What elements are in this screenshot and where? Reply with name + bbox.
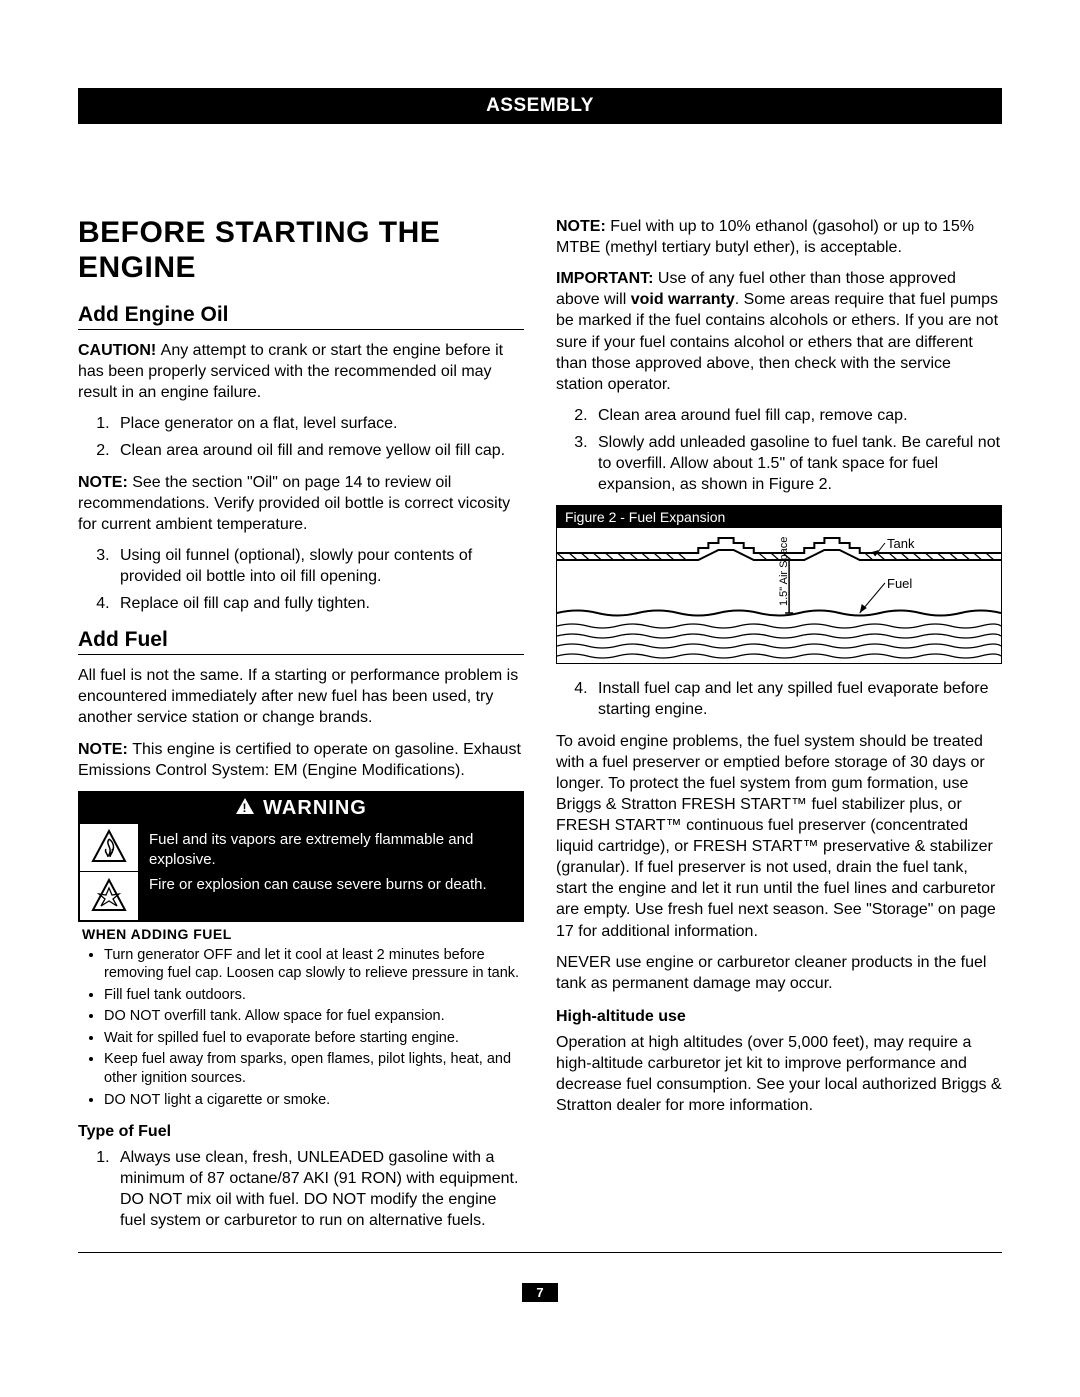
warning-body: Fuel and its vapors are extremely flamma… (80, 824, 522, 920)
when-adding-heading: WHEN ADDING FUEL (82, 926, 524, 942)
fuel-label: Fuel (887, 576, 912, 591)
explosion-icon (80, 872, 138, 920)
fuel-note: NOTE: This engine is certified to operat… (78, 739, 524, 781)
fuel-step-2: Clean area around fuel fill cap, remove … (592, 405, 1002, 426)
type-of-fuel-list: Always use clean, fresh, UNLEADED gasoli… (78, 1147, 524, 1231)
page-title: BEFORE STARTING THE ENGINE (78, 216, 524, 285)
caution-label: CAUTION! (78, 342, 161, 359)
warning-line-2: Fire or explosion can cause severe burns… (149, 875, 512, 895)
oil-steps-1-2: Place generator on a flat, level surface… (78, 413, 524, 461)
type-of-fuel-1: Always use clean, fresh, UNLEADED gasoli… (114, 1147, 524, 1231)
when-adding-5: Keep fuel away from sparks, open flames,… (104, 1050, 524, 1087)
fuel-step-4-list: Install fuel cap and let any spilled fue… (556, 678, 1002, 720)
caution-paragraph: CAUTION! Any attempt to crank or start t… (78, 340, 524, 403)
type-of-fuel-heading: Type of Fuel (78, 1123, 524, 1141)
heading-add-fuel: Add Fuel (78, 628, 524, 655)
never-paragraph: NEVER use engine or carburetor cleaner p… (556, 952, 1002, 994)
important-paragraph: IMPORTANT: Use of any fuel other than th… (556, 268, 1002, 395)
two-column-layout: BEFORE STARTING THE ENGINE Add Engine Oi… (78, 216, 1002, 1242)
fuel-step-4: Install fuel cap and let any spilled fue… (592, 678, 1002, 720)
warning-triangle-icon: ! (235, 797, 255, 820)
note-label: NOTE: (78, 741, 132, 758)
warning-line-1: Fuel and its vapors are extremely flamma… (149, 830, 512, 870)
svg-text:!: ! (243, 801, 248, 815)
air-space-label: 1.5" Air Space (778, 537, 790, 606)
oil-steps-3-4: Using oil funnel (optional), slowly pour… (78, 545, 524, 614)
when-adding-1: Turn generator OFF and let it cool at le… (104, 946, 524, 983)
right-column: NOTE: Fuel with up to 10% ethanol (gasoh… (556, 216, 1002, 1242)
fuel-steps-2-3: Clean area around fuel fill cap, remove … (556, 405, 1002, 495)
oil-step-4: Replace oil fill cap and fully tighten. (114, 593, 524, 614)
oil-note: NOTE: See the section "Oil" on page 14 t… (78, 472, 524, 535)
warning-title: WARNING (263, 797, 367, 820)
important-label: IMPORTANT: (556, 270, 658, 287)
figure-2: Figure 2 - Fuel Expansion (556, 505, 1002, 664)
left-column: BEFORE STARTING THE ENGINE Add Engine Oi… (78, 216, 524, 1242)
tank-label: Tank (887, 536, 914, 551)
ethanol-note-text: Fuel with up to 10% ethanol (gasohol) or… (556, 218, 974, 256)
note-label: NOTE: (78, 474, 132, 491)
oil-step-3: Using oil funnel (optional), slowly pour… (114, 545, 524, 587)
oil-step-2: Clean area around oil fill and remove ye… (114, 440, 524, 461)
heading-add-oil: Add Engine Oil (78, 303, 524, 330)
high-altitude-text: Operation at high altitudes (over 5,000 … (556, 1032, 1002, 1116)
high-altitude-heading: High-altitude use (556, 1008, 1002, 1026)
footer-rule (78, 1252, 1002, 1253)
figure-caption: Figure 2 - Fuel Expansion (557, 506, 1001, 528)
fire-icon (80, 824, 138, 872)
when-adding-2: Fill fuel tank outdoors. (104, 986, 524, 1005)
warning-header: ! WARNING (80, 793, 522, 824)
when-adding-6: DO NOT light a cigarette or smoke. (104, 1091, 524, 1110)
page: ASSEMBLY BEFORE STARTING THE ENGINE Add … (0, 0, 1080, 1342)
ethanol-note: NOTE: Fuel with up to 10% ethanol (gasoh… (556, 216, 1002, 258)
storage-paragraph: To avoid engine problems, the fuel syste… (556, 731, 1002, 942)
void-warranty: void warranty (631, 291, 735, 308)
oil-note-text: See the section "Oil" on page 14 to revi… (78, 474, 510, 533)
figure-body: 1.5" Air Space Tank Fuel (557, 528, 1001, 663)
page-number: 7 (522, 1283, 558, 1302)
when-adding-list: Turn generator OFF and let it cool at le… (82, 946, 524, 1109)
warning-box: ! WARNING (78, 791, 524, 922)
fuel-note-text: This engine is certified to operate on g… (78, 741, 521, 779)
fuel-step-3: Slowly add unleaded gasoline to fuel tan… (592, 432, 1002, 495)
fuel-intro: All fuel is not the same. If a starting … (78, 665, 524, 728)
warning-icon-column (80, 824, 139, 920)
when-adding-4: Wait for spilled fuel to evaporate befor… (104, 1029, 524, 1048)
section-header: ASSEMBLY (78, 88, 1002, 124)
note-label: NOTE: (556, 218, 610, 235)
oil-step-1: Place generator on a flat, level surface… (114, 413, 524, 434)
when-adding-3: DO NOT overfill tank. Allow space for fu… (104, 1007, 524, 1026)
warning-text: Fuel and its vapors are extremely flamma… (139, 824, 522, 920)
